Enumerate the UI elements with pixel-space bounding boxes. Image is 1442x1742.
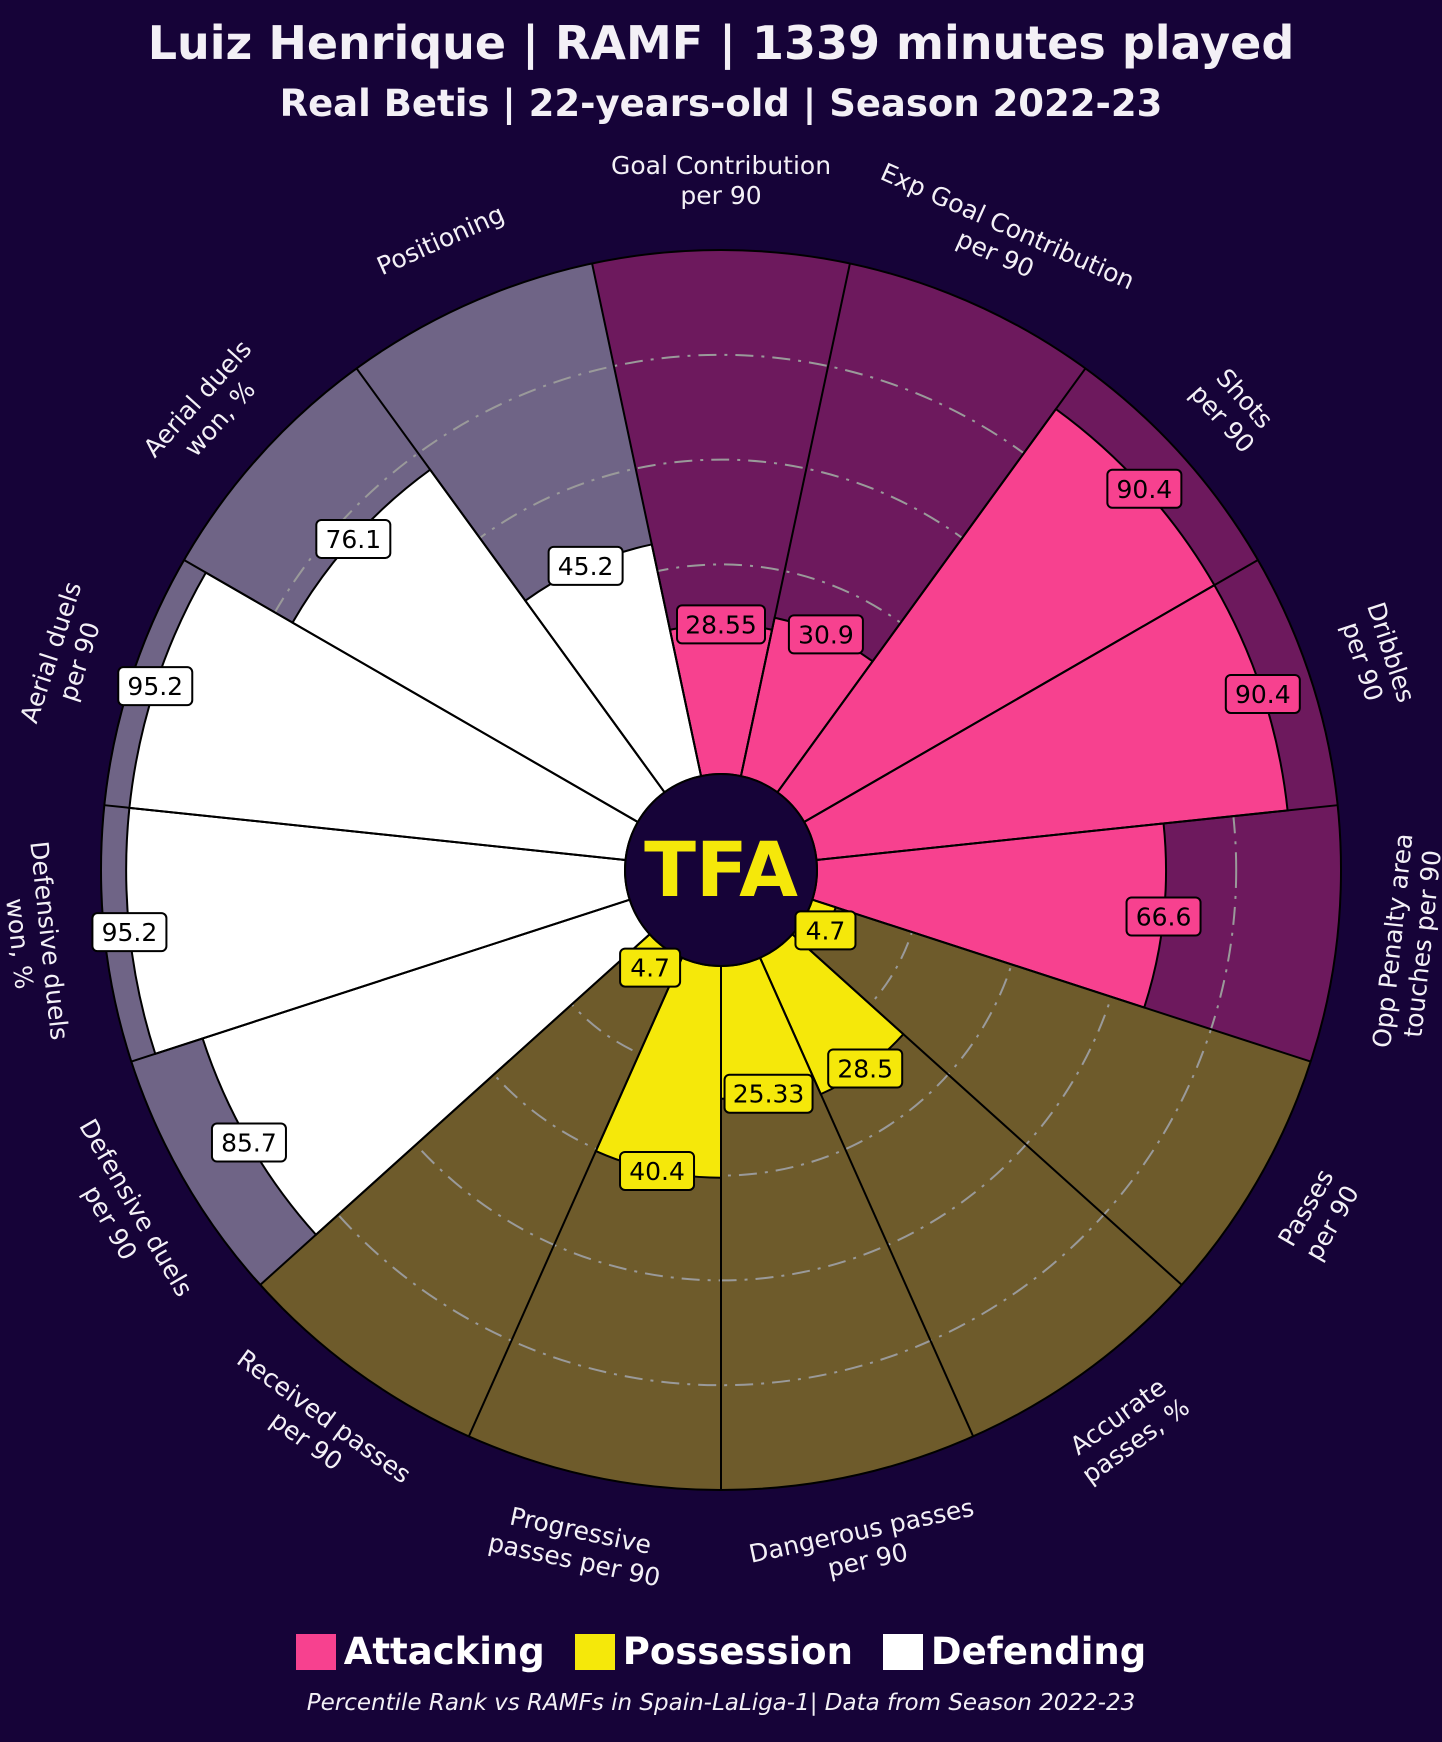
value-box-dangerous-passes-per-90	[723, 1073, 814, 1114]
slice-divider	[467, 957, 683, 1437]
legend-item-defending: Defending	[882, 1630, 1147, 1673]
slice-divider	[776, 367, 1087, 793]
value-label-passes-per-90: 4.7	[794, 910, 857, 951]
value-box-exp-goal-contribution-per-90	[787, 614, 864, 655]
value-text-passes-per-90: 4.7	[806, 916, 846, 945]
logo-text: TFA	[644, 825, 798, 914]
value-text-aerial-duels-per-90: 95.2	[127, 672, 183, 701]
value-box-defensive-duels-won	[91, 912, 168, 953]
value-text-dangerous-passes-per-90: 25.33	[733, 1080, 805, 1109]
category-label-line: per 90	[680, 181, 761, 210]
value-text-aerial-duels-won: 76.1	[325, 525, 381, 554]
slice-divider	[355, 367, 666, 793]
legend-swatch-attacking	[295, 1633, 336, 1670]
value-label-progressive-passes-per-90: 40.4	[619, 1150, 696, 1191]
value-label-shots-per-90: 90.4	[1106, 468, 1183, 509]
outer-ring	[100, 249, 1342, 1491]
legend: Attacking Possession Defending	[0, 1630, 1442, 1673]
value-label-opp-penalty-area-touches-per-90: 66.6	[1125, 896, 1202, 937]
slice-bg-received-passes-per-90	[260, 934, 682, 1437]
slice-divider	[739, 263, 851, 777]
value-box-aerial-duels-per-90	[117, 666, 194, 707]
value-box-progressive-passes-per-90	[619, 1150, 696, 1191]
value-label-goal-contribution-per-90: 28.55	[676, 604, 766, 645]
value-text-accurate-passes: 28.5	[837, 1054, 893, 1083]
category-label-line: Goal Contribution	[611, 151, 831, 180]
legend-label-defending: Defending	[930, 1630, 1147, 1673]
value-box-aerial-duels-won	[315, 518, 392, 559]
chart-footer: Percentile Rank vs RAMFs in Spain-LaLiga…	[306, 1690, 1136, 1716]
value-text-dribbles-per-90: 90.4	[1235, 680, 1291, 709]
value-label-dribbles-per-90: 90.4	[1224, 673, 1301, 714]
value-box-passes-per-90	[794, 910, 857, 951]
value-text-shots-per-90: 90.4	[1117, 475, 1173, 504]
value-text-goal-contribution-per-90: 28.55	[685, 610, 757, 639]
pizza-chart: TFA 28.55 30.9 90.4 90.4 66.6 4.7 28.5 25.33 40.…	[0, 151, 1442, 1593]
legend-label-attacking: Attacking	[343, 1630, 545, 1673]
value-text-positioning: 45.2	[558, 552, 614, 581]
slice-divider	[259, 933, 651, 1286]
value-label-defensive-duels-won: 95.2	[91, 912, 168, 953]
value-text-received-passes-per-90: 4.7	[630, 954, 670, 983]
legend-item-attacking: Attacking	[295, 1630, 545, 1673]
value-label-aerial-duels-per-90: 95.2	[117, 666, 194, 707]
value-label-received-passes-per-90: 4.7	[619, 947, 682, 988]
slice-divider	[131, 898, 631, 1063]
value-box-defensive-duels-per-90	[210, 1122, 287, 1163]
legend-swatch-defending	[882, 1633, 923, 1670]
value-text-defensive-duels-per-90: 85.7	[221, 1129, 277, 1158]
value-box-positioning	[547, 545, 624, 586]
value-label-exp-goal-contribution-per-90: 30.9	[787, 614, 864, 655]
slice-divider	[759, 957, 975, 1437]
value-box-opp-penalty-area-touches-per-90	[1125, 896, 1202, 937]
slice-divider	[183, 559, 639, 823]
slice-divider	[811, 898, 1311, 1063]
value-box-received-passes-per-90	[619, 947, 682, 988]
slice-divider	[591, 263, 703, 777]
slice-divider	[816, 804, 1338, 861]
chart-subtitle: Real Betis | 22-years-old | Season 2022-…	[279, 82, 1163, 125]
value-label-aerial-duels-won: 76.1	[315, 518, 392, 559]
slice-divider	[104, 804, 626, 861]
value-label-defensive-duels-per-90: 85.7	[210, 1122, 287, 1163]
chart-title: Luiz Henrique | RAMF | 1339 minutes play…	[147, 16, 1295, 70]
value-text-defensive-duels-won: 95.2	[102, 918, 158, 947]
value-box-accurate-passes	[827, 1048, 904, 1089]
value-label-accurate-passes: 28.5	[827, 1048, 904, 1089]
value-box-shots-per-90	[1106, 468, 1183, 509]
slice-divider	[791, 933, 1183, 1286]
value-text-opp-penalty-area-touches-per-90: 66.6	[1136, 903, 1192, 932]
value-box-goal-contribution-per-90	[676, 604, 766, 645]
slice-divider	[803, 559, 1259, 823]
value-label-dangerous-passes-per-90: 25.33	[723, 1073, 814, 1114]
category-label-line: Positioning	[373, 199, 509, 281]
slice-bg-goal-contribution-per-90	[592, 250, 850, 777]
legend-swatch-possession	[574, 1633, 615, 1670]
value-text-progressive-passes-per-90: 40.4	[629, 1157, 685, 1186]
legend-item-possession: Possession	[574, 1630, 853, 1673]
legend-label-possession: Possession	[622, 1630, 853, 1673]
slice-bg-passes-per-90	[792, 899, 1311, 1285]
center-logo-circle	[624, 773, 818, 967]
value-box-dribbles-per-90	[1224, 673, 1301, 714]
value-label-positioning: 45.2	[547, 545, 624, 586]
value-text-exp-goal-contribution-per-90: 30.9	[798, 620, 854, 649]
category-label-positioning: Positioning	[373, 199, 509, 281]
